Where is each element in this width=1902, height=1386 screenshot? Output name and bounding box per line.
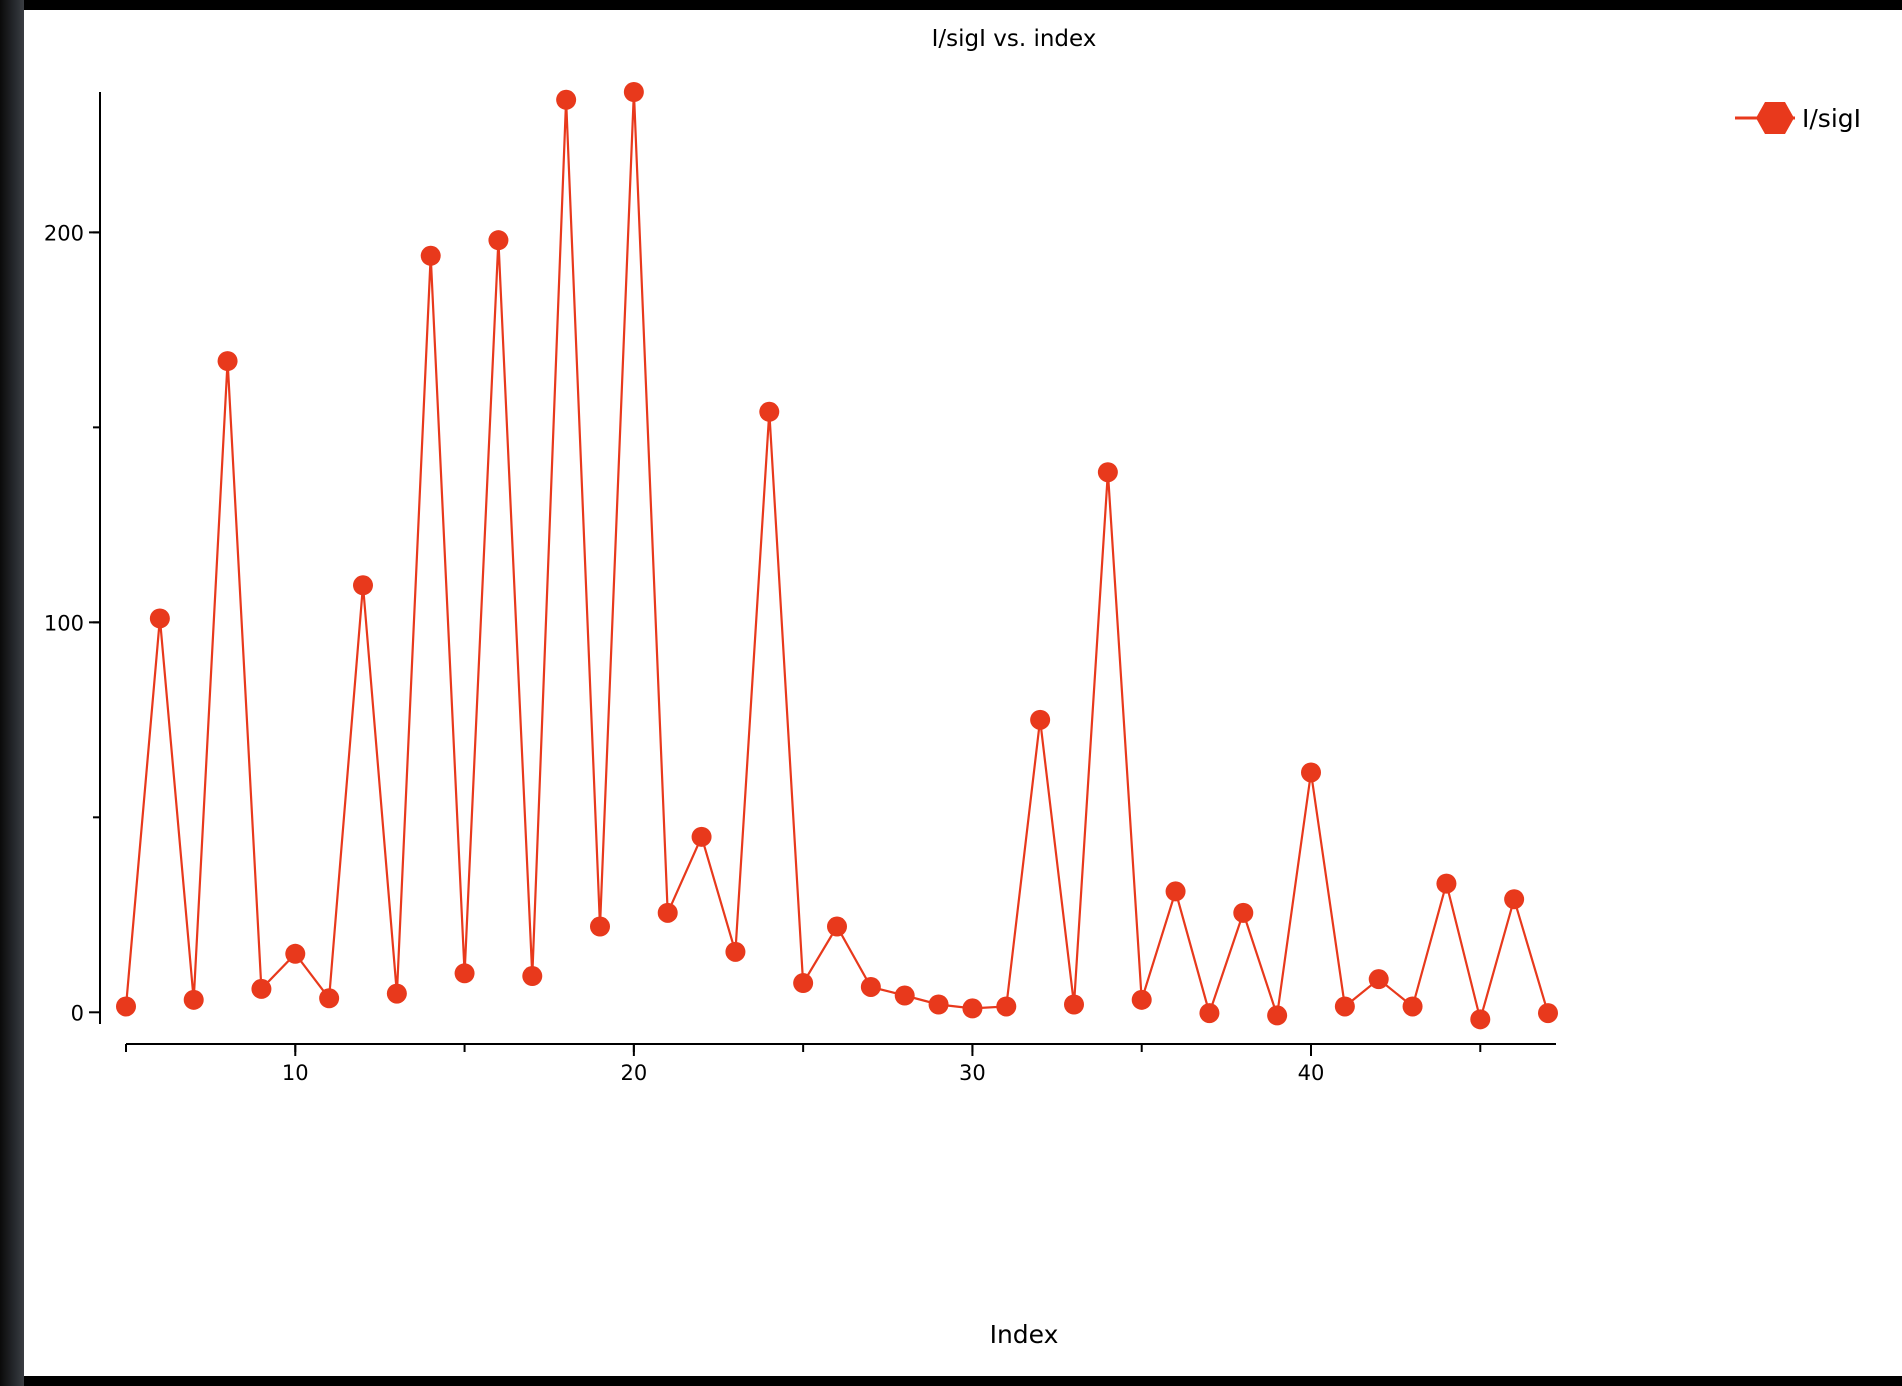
chart-canvas: I/sigI vs. index Index 10 20 30 40 0 100 200 I…	[44, 26, 1861, 1349]
data-point	[1301, 762, 1321, 783]
data-point	[1402, 996, 1423, 1017]
x-axis-label: Index	[990, 1320, 1059, 1349]
data-point	[894, 985, 915, 1006]
x-tick-label: 30	[959, 1061, 986, 1085]
data-point	[691, 826, 712, 847]
series-line	[124, 91, 1550, 1024]
data-point	[1470, 1009, 1491, 1030]
data-point	[488, 230, 509, 251]
plot-series	[116, 82, 1558, 1030]
data-point	[1030, 709, 1051, 730]
x-tick-label: 40	[1298, 1061, 1325, 1085]
data-point	[149, 608, 170, 629]
data-point	[556, 89, 577, 110]
data-point	[1064, 994, 1084, 1015]
data-point	[1267, 1005, 1288, 1026]
data-point	[183, 989, 204, 1010]
data-point	[827, 916, 847, 937]
data-point	[657, 902, 678, 923]
data-point	[319, 988, 340, 1009]
axes: 10 20 30 40 0 100 200	[44, 92, 1556, 1085]
data-point	[1334, 996, 1355, 1017]
data-point	[353, 575, 373, 596]
plot-panel: I/sigI vs. index Index 10 20 30 40 0 100 200 I…	[24, 10, 1902, 1376]
y-tick-label: 100	[44, 611, 84, 635]
legend-label-isigi: I/sigI	[1802, 104, 1861, 133]
data-point	[725, 941, 746, 962]
legend: I/sigI	[1735, 102, 1861, 134]
data-point	[522, 966, 543, 987]
data-point	[217, 351, 238, 372]
data-point	[1504, 889, 1525, 910]
data-point	[1538, 1003, 1558, 1024]
data-point	[116, 996, 136, 1017]
y-tick-label: 200	[44, 221, 84, 245]
data-point	[962, 998, 983, 1019]
legend-marker-swatch	[1756, 102, 1794, 134]
data-point	[623, 82, 644, 102]
x-tick-label: 20	[620, 1061, 647, 1085]
data-point	[454, 963, 475, 984]
data-point	[1131, 989, 1152, 1010]
data-point	[1165, 881, 1186, 902]
data-point	[251, 978, 272, 999]
data-point	[420, 245, 441, 266]
x-tick-label: 10	[282, 1061, 309, 1085]
chart-title: I/sigI vs. index	[932, 26, 1097, 52]
data-point	[759, 401, 780, 422]
data-point	[285, 943, 306, 964]
data-point	[1368, 969, 1389, 990]
data-point	[793, 973, 814, 994]
data-point	[928, 994, 949, 1015]
data-point	[1233, 902, 1254, 923]
data-point	[1199, 1003, 1220, 1024]
data-point	[860, 976, 881, 997]
data-point	[996, 996, 1017, 1017]
window-side-strip	[0, 0, 24, 1386]
data-point	[1436, 873, 1457, 894]
data-point	[590, 916, 610, 937]
data-point	[386, 983, 407, 1004]
data-point	[1097, 462, 1118, 483]
y-tick-label: 0	[71, 1001, 84, 1025]
